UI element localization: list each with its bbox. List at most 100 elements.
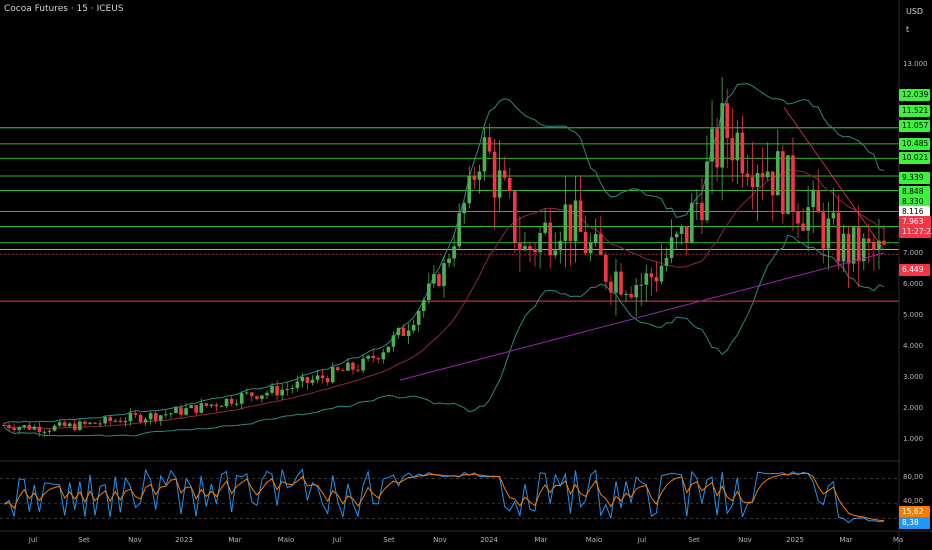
price-axis-label: 6.000 (903, 280, 924, 288)
candle-body (497, 170, 502, 198)
candle-body (598, 233, 603, 255)
oscillator-pane (0, 468, 899, 524)
candle-body (32, 426, 37, 430)
candle-body (502, 170, 507, 178)
candle-body (52, 425, 57, 431)
candle-body (568, 204, 573, 242)
candle-body (290, 387, 295, 389)
candle-body (629, 293, 633, 298)
candle-body (573, 200, 578, 242)
candle-body (775, 151, 780, 196)
current-price-badge: 7.963 11:27:22 (899, 216, 932, 238)
candle-body (684, 226, 689, 243)
symbol-title[interactable]: Cocoa Futures · 15 · ICEUS (4, 4, 124, 14)
candle-body (98, 423, 102, 425)
price-axis-label: 7.000 (903, 249, 924, 257)
candle-body (93, 422, 97, 424)
candle-body (73, 423, 77, 430)
candle-body (791, 155, 795, 212)
candle-body (690, 202, 694, 243)
candle-body (381, 352, 386, 360)
candle-body (47, 430, 52, 432)
oscillator-slow-line (3, 472, 885, 522)
candle-body (371, 355, 375, 359)
level-tag: 10.021 (899, 152, 930, 164)
time-axis-label: 2025 (786, 536, 804, 544)
candle-body (467, 175, 472, 204)
candle-body (108, 417, 113, 422)
time-axis-label: Mar (228, 536, 242, 544)
candle-body (695, 202, 699, 204)
time-axis-label: 2024 (480, 536, 498, 544)
time-axis-label: Nov (433, 536, 447, 544)
time-axis-label: Ma (892, 536, 904, 544)
oscillator-axis-label: 40,00 (903, 497, 924, 505)
candle-body (826, 218, 831, 249)
candle-body (745, 173, 750, 178)
support-level-tag: 6.449 (899, 264, 930, 276)
candle-body (715, 128, 719, 168)
candle-body (563, 204, 568, 241)
candle-body (315, 375, 320, 380)
candle-body (538, 232, 542, 253)
candle-body (351, 362, 355, 370)
candle-body (2, 425, 6, 427)
candle-body (27, 425, 32, 430)
level-tag: 11.057 (899, 120, 930, 132)
candle-body (174, 407, 178, 414)
candle-body (214, 404, 219, 407)
candle-body (877, 240, 881, 250)
candle-body (523, 246, 527, 251)
time-axis-label: Jul (332, 536, 342, 544)
candle-body (528, 246, 532, 249)
time-axis-label: Nov (738, 536, 752, 544)
currency-selector[interactable]: USD (906, 7, 924, 16)
candle-body (533, 248, 537, 253)
candle-body (609, 281, 613, 293)
candle-body (153, 413, 158, 421)
candle-body (700, 202, 704, 221)
candle-body (83, 421, 87, 424)
candle-body (477, 171, 482, 180)
candle-body (472, 175, 477, 180)
candle-body (42, 431, 47, 433)
candle-body (760, 173, 765, 178)
time-axis-label: Maio (277, 536, 295, 544)
scale-toggle-button[interactable]: t (906, 25, 910, 34)
candle-body (614, 271, 618, 293)
candle-body (401, 327, 406, 336)
candle-body (305, 377, 310, 383)
oscillator-fast-line (3, 468, 885, 524)
candle-body (604, 254, 608, 282)
candle-body (78, 421, 82, 430)
oscillator-value-orange: 15,62 (899, 506, 930, 518)
candle-body (492, 151, 497, 198)
candle-body (366, 355, 370, 359)
time-axis-label: Mar (534, 536, 548, 544)
candle-body (882, 240, 886, 245)
time-axis-label: Jul (637, 536, 647, 544)
candle-body (194, 405, 198, 413)
candle-body (416, 310, 421, 325)
candle-body (447, 258, 451, 264)
candle-body (320, 375, 325, 379)
candle-body (260, 395, 264, 399)
time-axis-label: Set (78, 536, 90, 544)
candle-body (654, 277, 659, 282)
candle-body (103, 417, 107, 424)
candle-body (801, 223, 805, 231)
candle-body (867, 238, 871, 242)
candle-body (578, 200, 583, 232)
candle-body (841, 233, 846, 262)
candle-body (872, 241, 876, 250)
candle-body (710, 128, 714, 162)
candle-body (437, 274, 441, 286)
candle-body (644, 273, 649, 285)
candle-body (811, 189, 815, 208)
candle-body (270, 385, 274, 393)
candle-body (189, 405, 193, 409)
candle-body (255, 396, 259, 399)
candle-body (755, 173, 760, 188)
candle-body (624, 293, 628, 295)
